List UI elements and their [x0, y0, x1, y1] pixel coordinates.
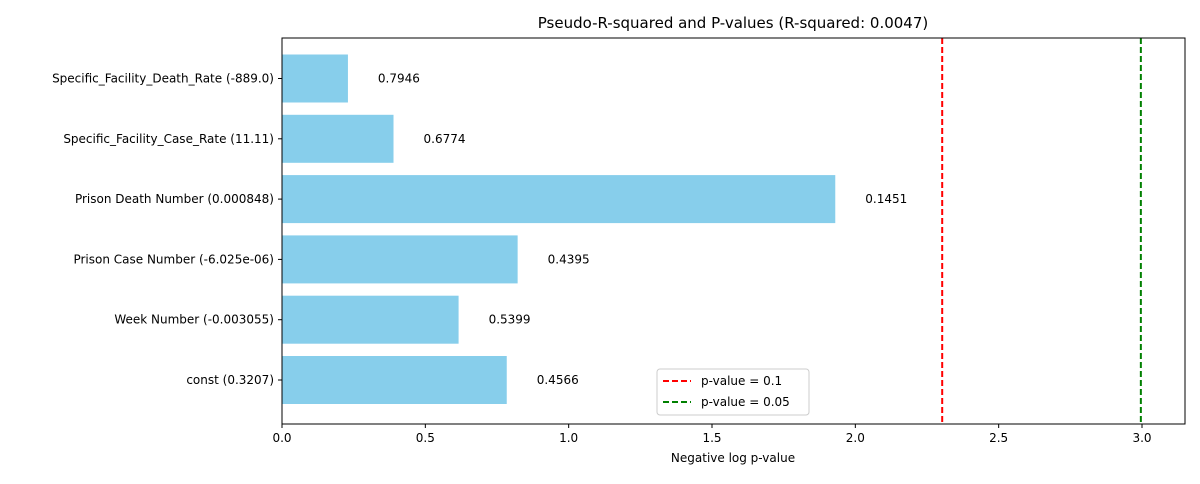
x-tick-label: 0.5 [416, 431, 435, 445]
legend-entry-label: p-value = 0.1 [701, 374, 782, 388]
y-tick-label: Prison Case Number (-6.025e-06) [73, 252, 274, 266]
plot-area: const (0.3207) 0.4566 Week Number (-0.0030… [52, 37, 1186, 445]
x-tick-label: 1.5 [702, 431, 721, 445]
x-tick-label: 1.0 [559, 431, 578, 445]
bar [282, 54, 348, 103]
bar-data-label: 0.7946 [378, 72, 420, 86]
chart-title: Pseudo-R-squared and P-values (R-squared… [538, 14, 928, 32]
legend-entry-label: p-value = 0.05 [701, 395, 790, 409]
bar-data-label: 0.1451 [865, 192, 907, 206]
axes-frame [281, 37, 1186, 425]
x-tick-label: 2.0 [846, 431, 865, 445]
bar [282, 235, 518, 284]
bar [282, 175, 836, 224]
y-tick-label: const (0.3207) [186, 373, 274, 387]
legend: p-value = 0.1 p-value = 0.05 [656, 368, 810, 416]
y-tick-label: Specific_Facility_Case_Rate (11.11) [63, 132, 274, 146]
bar-data-label: 0.5399 [489, 313, 531, 327]
bar [282, 295, 459, 344]
x-tick-label: 3.0 [1132, 431, 1151, 445]
bar-data-label: 0.4566 [537, 373, 579, 387]
bar-data-label: 0.4395 [548, 252, 590, 266]
x-axis-label: Negative log p-value [671, 451, 795, 465]
y-tick-label: Prison Death Number (0.000848) [75, 192, 274, 206]
bar [282, 114, 394, 163]
y-tick-label: Week Number (-0.003055) [114, 313, 274, 327]
x-tick-label: 2.5 [989, 431, 1008, 445]
y-tick-label: Specific_Facility_Death_Rate (-889.0) [52, 72, 274, 86]
legend-box [656, 368, 810, 416]
bar [282, 356, 507, 404]
x-tick-label: 0.0 [272, 431, 291, 445]
bar-data-label: 0.6774 [424, 132, 466, 146]
